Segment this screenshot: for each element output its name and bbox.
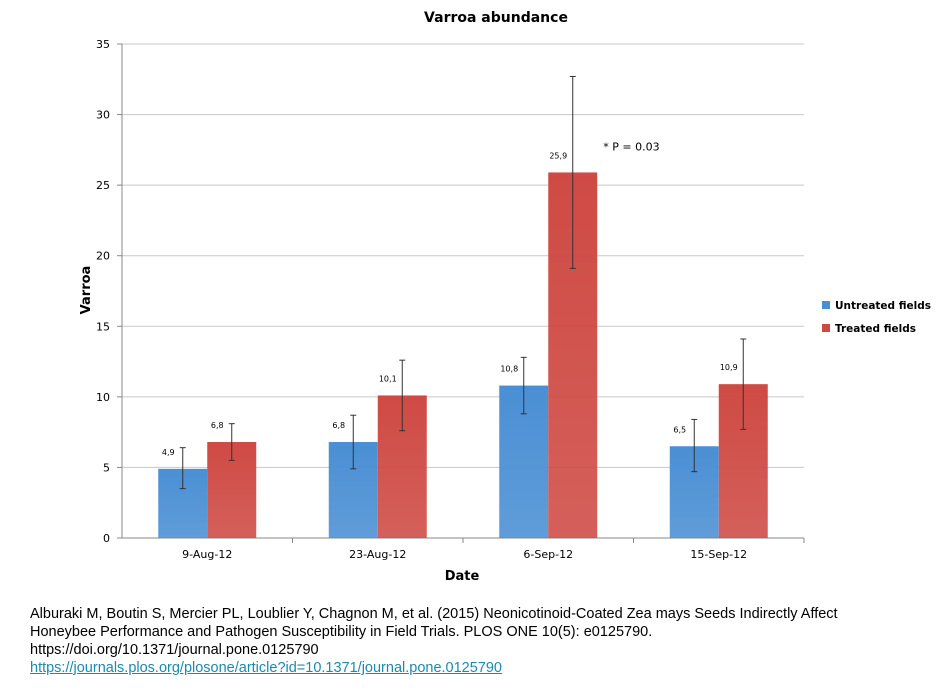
x-tick-label: 23-Aug-12 <box>349 548 406 561</box>
x-tick-label: 6-Sep-12 <box>523 548 573 561</box>
x-tick-label: 9-Aug-12 <box>182 548 232 561</box>
chart-title: Varroa abundance <box>424 10 568 26</box>
y-tick-label: 25 <box>96 179 110 192</box>
data-label: 6,8 <box>211 421 224 430</box>
data-label: 6,5 <box>673 425 686 434</box>
citation-link[interactable]: https://journals.plos.org/plosone/articl… <box>30 660 502 676</box>
legend-swatch-untreated <box>822 301 830 309</box>
citation-line-1: Alburaki M, Boutin S, Mercier PL, Loubli… <box>30 606 838 622</box>
legend-label-treated: Treated fields <box>835 323 916 335</box>
significance-annotation: * P = 0.03 <box>603 140 659 153</box>
legend-label-untreated: Untreated fields <box>835 300 931 312</box>
data-label: 10,9 <box>720 363 738 372</box>
bars: 4,9 6,8 6,8 10,1 10,8 25,9 6,5 10,9 <box>158 75 768 538</box>
citation: Alburaki M, Boutin S, Mercier PL, Loubli… <box>30 605 930 677</box>
x-axis-label: Date <box>445 569 480 584</box>
y-tick-label: 5 <box>103 461 110 474</box>
data-label: 4,9 <box>162 448 175 457</box>
data-label: 25,9 <box>549 151 567 160</box>
y-tick-label: 0 <box>103 532 110 545</box>
legend: Untreated fields Treated fields <box>822 300 931 335</box>
y-tick-label: 30 <box>96 109 110 122</box>
y-tick-label: 15 <box>96 320 110 333</box>
x-tick-label: 15-Sep-12 <box>690 548 747 561</box>
citation-line-2: Honeybee Performance and Pathogen Suscep… <box>30 624 653 640</box>
chart: Varroa abundance 0 5 10 15 20 25 30 35 4,9 6,8 6,… <box>79 10 931 584</box>
y-axis-label: Varroa <box>79 266 94 315</box>
y-tick-labels: 0 5 10 15 20 25 30 35 <box>96 38 110 545</box>
citation-doi: https://doi.org/10.1371/journal.pone.012… <box>30 642 319 658</box>
x-tick-labels: 9-Aug-12 23-Aug-12 6-Sep-12 15-Sep-12 <box>182 548 747 561</box>
y-tick-label: 20 <box>96 250 110 263</box>
legend-swatch-treated <box>822 324 830 332</box>
data-label: 10,1 <box>379 374 397 383</box>
data-label: 10,8 <box>500 365 518 374</box>
y-tick-label: 35 <box>96 38 110 51</box>
y-tick-label: 10 <box>96 391 110 404</box>
data-label: 6,8 <box>332 421 345 430</box>
